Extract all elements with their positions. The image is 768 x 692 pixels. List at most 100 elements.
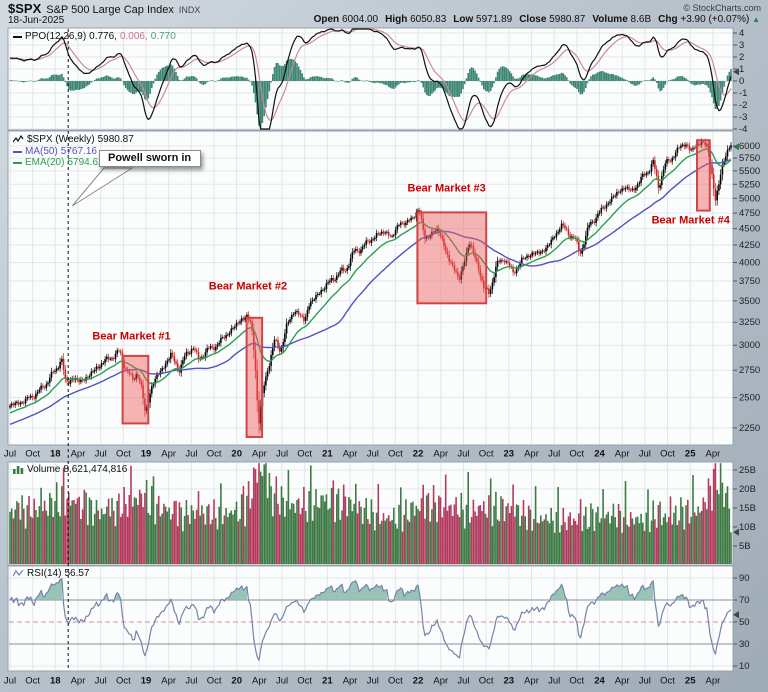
svg-text:5250: 5250	[739, 179, 760, 190]
ppo-line-icon	[13, 35, 22, 38]
ppo-hist-value: 0.006,	[119, 31, 148, 42]
price-legend-label: $SPX (Weekly)	[27, 134, 95, 145]
svg-text:25: 25	[685, 676, 696, 687]
svg-text:Jul: Jul	[548, 676, 560, 687]
svg-text:19: 19	[141, 449, 152, 460]
ppo-legend: PPO(12,26,9) 0.776, 0.006, 0.770	[13, 31, 176, 42]
svg-text:Jul: Jul	[4, 449, 16, 460]
svg-text:5750: 5750	[739, 153, 760, 164]
ma50-value: 5767.16	[60, 146, 97, 157]
svg-text:Apr: Apr	[71, 449, 86, 460]
volume-legend-label: Volume	[27, 464, 61, 475]
ppo-signal-value: 0.770	[150, 31, 176, 42]
rsi-line-icon	[13, 569, 24, 577]
svg-text:Jul: Jul	[639, 676, 651, 687]
svg-text:2: 2	[739, 52, 744, 63]
price-legend: $SPX (Weekly) 5980.87	[13, 134, 134, 145]
index-name: S&P 500 Large Cap Index	[46, 4, 174, 16]
svg-text:Oct: Oct	[25, 676, 40, 687]
svg-text:3: 3	[739, 40, 744, 51]
ma50-legend: MA(50) 5767.16	[13, 146, 97, 157]
open-value: 6004.00	[341, 14, 379, 25]
svg-text:22: 22	[413, 676, 424, 687]
svg-text:10: 10	[739, 661, 750, 672]
ppo-value: 0.776,	[89, 31, 117, 42]
svg-text:-4: -4	[739, 124, 747, 135]
svg-text:Apr: Apr	[615, 676, 630, 687]
ma50-line-icon	[13, 150, 22, 153]
svg-text:5B: 5B	[739, 541, 751, 552]
svg-text:10B: 10B	[739, 522, 756, 533]
svg-text:Jul: Jul	[95, 676, 107, 687]
svg-text:Apr: Apr	[161, 676, 176, 687]
close-label: Close	[519, 14, 547, 25]
svg-text:Apr: Apr	[433, 449, 448, 460]
svg-text:Jul: Jul	[367, 449, 379, 460]
svg-text:Oct: Oct	[297, 676, 312, 687]
volume-legend-value: 8,621,474,816	[63, 464, 128, 475]
svg-text:Oct: Oct	[660, 676, 675, 687]
svg-text:Oct: Oct	[660, 449, 675, 460]
svg-text:5500: 5500	[739, 166, 760, 177]
svg-text:4250: 4250	[739, 240, 760, 251]
svg-text:22: 22	[413, 449, 424, 460]
high-value: 6050.83	[410, 14, 447, 25]
high-label: High	[385, 14, 408, 25]
volume-legend: Volume 8,621,474,816	[13, 464, 127, 475]
ema20-legend: EMA(20) 5794.62	[13, 157, 104, 168]
open-label: Open	[313, 14, 340, 25]
svg-text:Oct: Oct	[25, 449, 40, 460]
svg-text:Bear Market #3: Bear Market #3	[408, 183, 486, 195]
svg-text:0: 0	[739, 76, 744, 87]
chg-value: +3.90 (+0.07%)	[680, 14, 750, 25]
svg-text:Oct: Oct	[569, 449, 584, 460]
symbol: $SPX	[8, 1, 42, 16]
svg-text:24: 24	[594, 676, 605, 687]
svg-text:Jul: Jul	[185, 449, 197, 460]
quote-strip: Open 6004.00 High 6050.83 Low 5971.89 Cl…	[314, 14, 760, 25]
svg-text:Jul: Jul	[185, 676, 197, 687]
svg-text:Jul: Jul	[639, 449, 651, 460]
price-legend-value: 5980.87	[97, 134, 134, 145]
svg-text:Apr: Apr	[706, 676, 721, 687]
svg-text:21: 21	[322, 449, 333, 460]
svg-text:4500: 4500	[739, 224, 760, 235]
svg-text:Jul: Jul	[367, 676, 379, 687]
chart-date: 18-Jun-2025	[8, 15, 65, 26]
svg-text:Jul: Jul	[4, 676, 16, 687]
svg-text:Jul: Jul	[95, 449, 107, 460]
svg-text:4000: 4000	[739, 258, 760, 269]
svg-text:-1: -1	[739, 88, 747, 99]
ema20-value: 5794.62	[67, 157, 104, 168]
svg-text:3250: 3250	[739, 317, 760, 328]
svg-text:2750: 2750	[739, 365, 760, 376]
svg-text:23: 23	[504, 449, 515, 460]
svg-text:Oct: Oct	[116, 676, 131, 687]
svg-text:20: 20	[231, 449, 242, 460]
svg-text:20: 20	[231, 676, 242, 687]
svg-text:21: 21	[322, 676, 333, 687]
svg-text:Oct: Oct	[207, 449, 222, 460]
ppo-legend-label: PPO(12,26,9)	[25, 31, 87, 42]
close-value: 5980.87	[549, 14, 586, 25]
svg-text:23: 23	[504, 676, 515, 687]
svg-text:Bear Market #2: Bear Market #2	[209, 281, 287, 293]
svg-text:Oct: Oct	[479, 449, 494, 460]
svg-text:30: 30	[739, 639, 750, 650]
svg-text:Bear Market #1: Bear Market #1	[92, 331, 170, 343]
svg-text:3500: 3500	[739, 296, 760, 307]
svg-text:20B: 20B	[739, 484, 756, 495]
low-value: 5971.89	[476, 14, 513, 25]
svg-text:18: 18	[50, 676, 61, 687]
svg-text:Apr: Apr	[252, 449, 267, 460]
svg-text:90: 90	[739, 573, 750, 584]
volume-label: Volume	[592, 14, 628, 25]
rsi-legend-label: RSI(14)	[27, 568, 62, 579]
ema20-label: EMA(20)	[25, 157, 65, 168]
svg-text:18: 18	[50, 449, 61, 460]
svg-text:Apr: Apr	[343, 449, 358, 460]
svg-text:15B: 15B	[739, 503, 756, 514]
svg-text:Jul: Jul	[276, 449, 288, 460]
